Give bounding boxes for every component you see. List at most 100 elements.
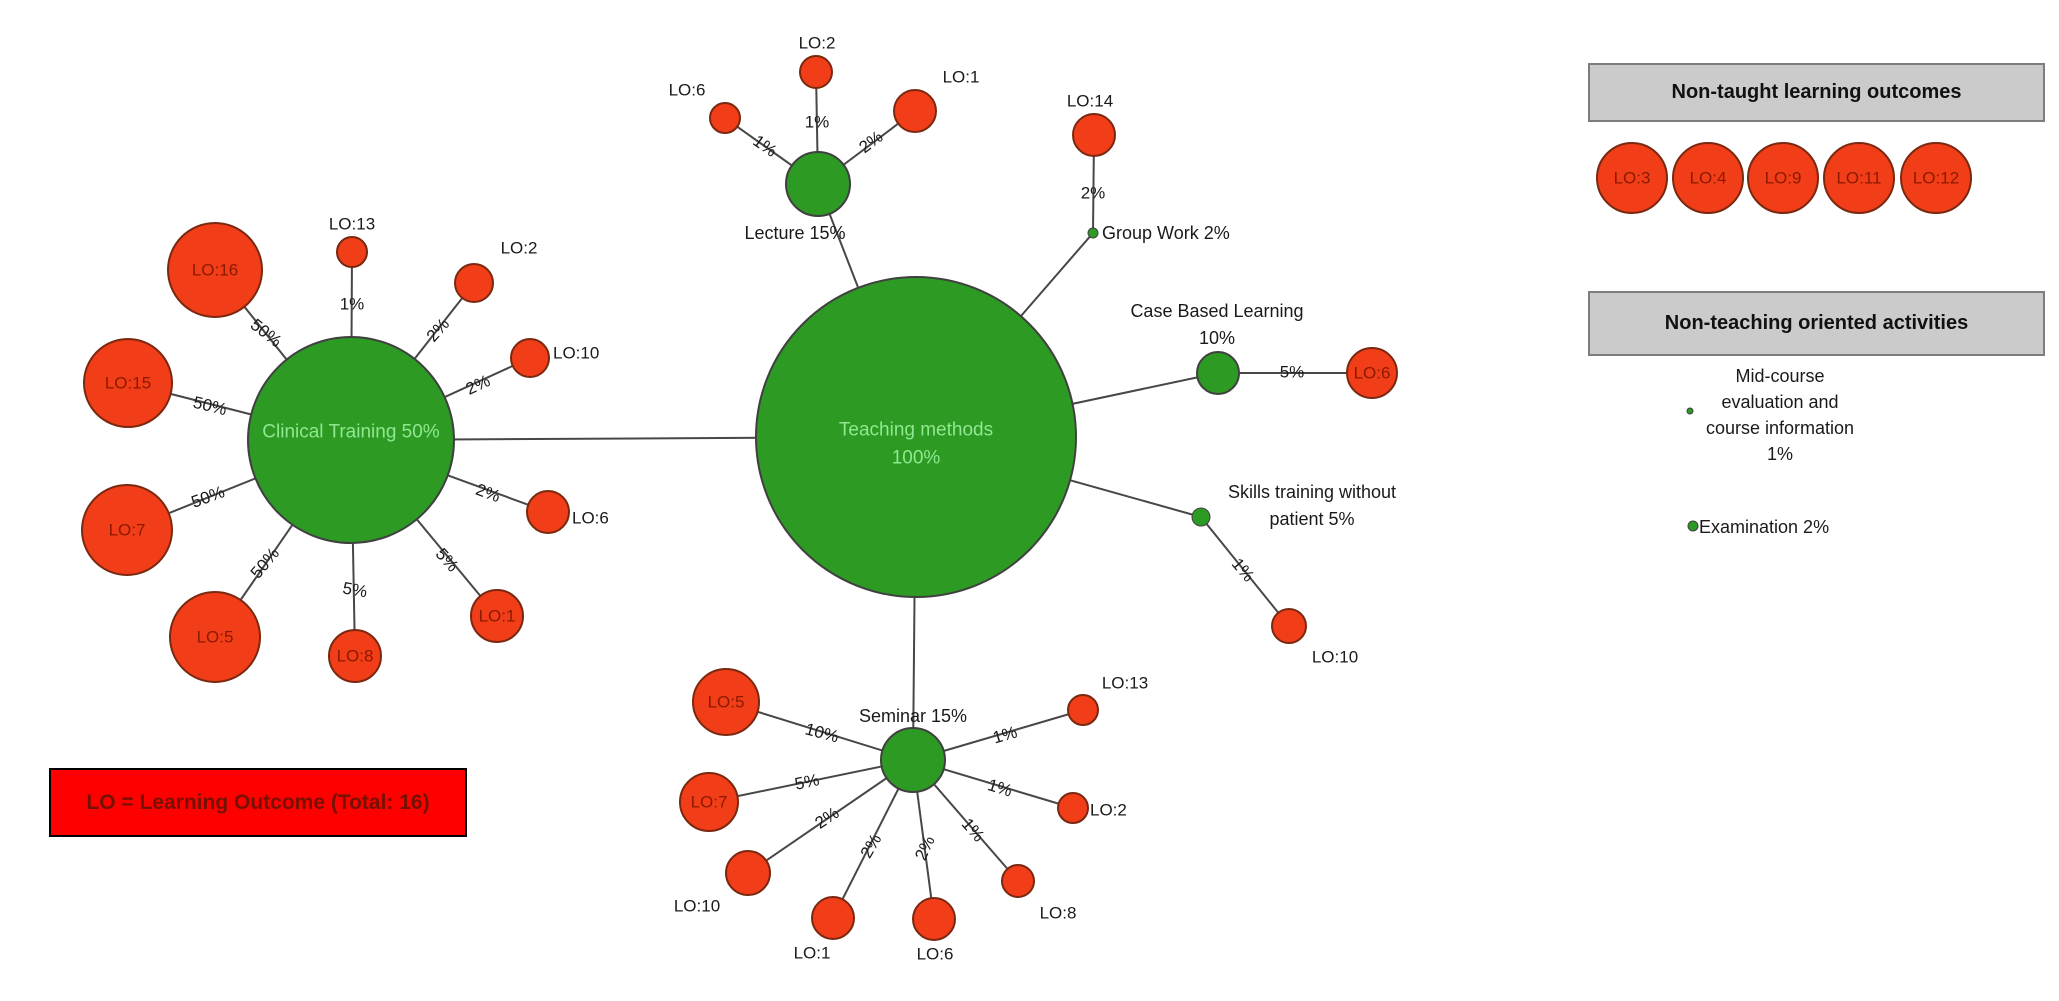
node-lo2-sem: [1057, 792, 1089, 824]
node-label-lo7-ct: LO:7: [109, 521, 146, 540]
label-lo6-sem: LO:6: [917, 945, 954, 964]
label-lo10-sem: LO:10: [674, 897, 720, 916]
pct-lecture-lo2: 1%: [805, 113, 830, 132]
node-lo1-lecture: [893, 89, 937, 133]
clinical-training-title: Clinical Training 50%: [262, 422, 440, 443]
node-lo1-sem: [811, 896, 855, 940]
pct-sem-lo7: 5%: [793, 770, 821, 794]
node-lo8-sem: [1001, 864, 1035, 898]
legend-circle-lo11: [1823, 142, 1895, 214]
node-lo5-ct: [169, 591, 261, 683]
label-lo14: LO:14: [1067, 92, 1113, 111]
pct-sem-lo5: 10%: [803, 719, 841, 746]
node-lo10-sem: [725, 850, 771, 896]
pct-sem-lo1: 2%: [857, 831, 886, 862]
legend-nontaught-title: Non-taught learning outcomes: [1588, 63, 2045, 122]
node-teaching-methods: [755, 276, 1077, 598]
node-clinical-training: [247, 336, 455, 544]
node-lecture: [785, 151, 851, 217]
node-label-lo1-ct: LO:1: [479, 607, 516, 626]
node-label-lo5-sem: LO:5: [708, 693, 745, 712]
node-lo7-sem: [679, 772, 739, 832]
legend-circle-lo3: [1596, 142, 1668, 214]
node-lo15-ct: [83, 338, 173, 428]
teaching-methods-pct: 100%: [892, 448, 941, 469]
node-lo10-skills: [1271, 608, 1307, 644]
legend-circle-lo4: [1672, 142, 1744, 214]
node-label-lo7-sem: LO:7: [691, 793, 728, 812]
legend-circle-label-lo11: LO:11: [1836, 169, 1881, 188]
pct-sem-lo13: 1%: [991, 722, 1020, 747]
label-lo2-lecture: LO:2: [799, 34, 836, 53]
label-lo6-lecture: LO:6: [669, 81, 706, 100]
legend-nonteaching-title: Non-teaching oriented activities: [1588, 291, 2045, 356]
node-seminar: [880, 727, 946, 793]
node-lo5-sem: [692, 668, 760, 736]
case-based-learning-pct: 10%: [1199, 328, 1235, 348]
node-label-lo16-ct: LO:16: [192, 261, 238, 280]
pct-ct-lo6: 2%: [473, 480, 503, 506]
pct-ct-lo8: 5%: [341, 579, 369, 602]
group-work-title: Group Work 2%: [1102, 223, 1230, 243]
pct-sem-lo6: 2%: [911, 833, 939, 863]
node-lo13-sem: [1067, 694, 1099, 726]
node-lo10-ct: [510, 338, 550, 378]
pct-ct-lo13: 1%: [340, 295, 365, 314]
label-lo10-ct: LO:10: [553, 344, 599, 363]
label-lo13-ct: LO:13: [329, 215, 375, 234]
node-lo7-ct: [81, 484, 173, 576]
label-lo10-skills: LO:10: [1312, 648, 1358, 667]
node-lo2-lecture: [799, 55, 833, 89]
legend-circle-label-lo3: LO:3: [1614, 169, 1651, 188]
edge-skills-training--lo10-skills: [1200, 516, 1290, 627]
edge-seminar--lo10-sem: [747, 759, 914, 874]
pct-sem-lo10: 2%: [811, 803, 842, 832]
legend-midcourse-text: Mid-course evaluation and course informa…: [1705, 366, 1855, 464]
legend-circle-lo9: [1747, 142, 1819, 214]
node-group-work: [1087, 227, 1099, 239]
node-lo6-sem: [912, 897, 956, 941]
node-lo2-ct: [454, 263, 494, 303]
edge-seminar--lo7-sem: [708, 759, 914, 803]
node-lo1-ct: [470, 589, 524, 643]
legend-circle-label-lo4: LO:4: [1690, 169, 1727, 188]
node-case-based-learning: [1196, 351, 1240, 395]
node-lo6-ct: [526, 490, 570, 534]
node-lo14-groupwork: [1072, 113, 1116, 157]
pct-ct-lo1: 5%: [432, 545, 463, 576]
seminar-title: Seminar 15%: [859, 706, 967, 726]
label-lo1-sem: LO:1: [794, 944, 831, 963]
examination-dot: [1687, 520, 1699, 532]
node-lo16-ct: [167, 222, 263, 318]
legend-circle-label-lo12: LO:12: [1913, 169, 1959, 188]
lecture-title: Lecture 15%: [744, 223, 845, 243]
node-lo6-cbl: [1346, 347, 1398, 399]
legend-examination-text: Examination 2%: [1699, 517, 1830, 537]
node-label-lo6-cbl: LO:6: [1354, 364, 1391, 383]
mid-course-dot: [1686, 407, 1694, 415]
label-lo13-sem: LO:13: [1102, 674, 1148, 693]
node-label-lo8-ct: LO:8: [337, 647, 374, 666]
label-lo6-ct: LO:6: [572, 509, 609, 528]
node-skills-training: [1191, 507, 1211, 527]
node-lo13-ct: [336, 236, 368, 268]
node-lo8-ct: [328, 629, 382, 683]
label-lo2-ct: LO:2: [501, 239, 538, 258]
skills-training-title-line2: patient 5%: [1269, 509, 1354, 529]
node-lo6-lecture: [709, 102, 741, 134]
lo-note: LO = Learning Outcome (Total: 16): [49, 768, 467, 837]
pct-lecture-lo6: 1%: [749, 131, 780, 161]
node-label-lo5-ct: LO:5: [197, 628, 234, 647]
case-based-learning-title: Case Based Learning: [1130, 301, 1303, 321]
pct-sem-lo2: 1%: [985, 775, 1014, 800]
legend-circle-label-lo9: LO:9: [1765, 169, 1802, 188]
pct-ct-lo10: 2%: [463, 371, 493, 399]
node-label-lo15-ct: LO:15: [105, 374, 151, 393]
pct-ct-lo7: 50%: [189, 482, 227, 511]
label-lo2-sem: LO:2: [1090, 801, 1127, 820]
pct-groupwork-lo14: 2%: [1081, 184, 1106, 203]
legend-circle-lo12: [1900, 142, 1972, 214]
pct-ct-lo5: 50%: [247, 544, 283, 582]
